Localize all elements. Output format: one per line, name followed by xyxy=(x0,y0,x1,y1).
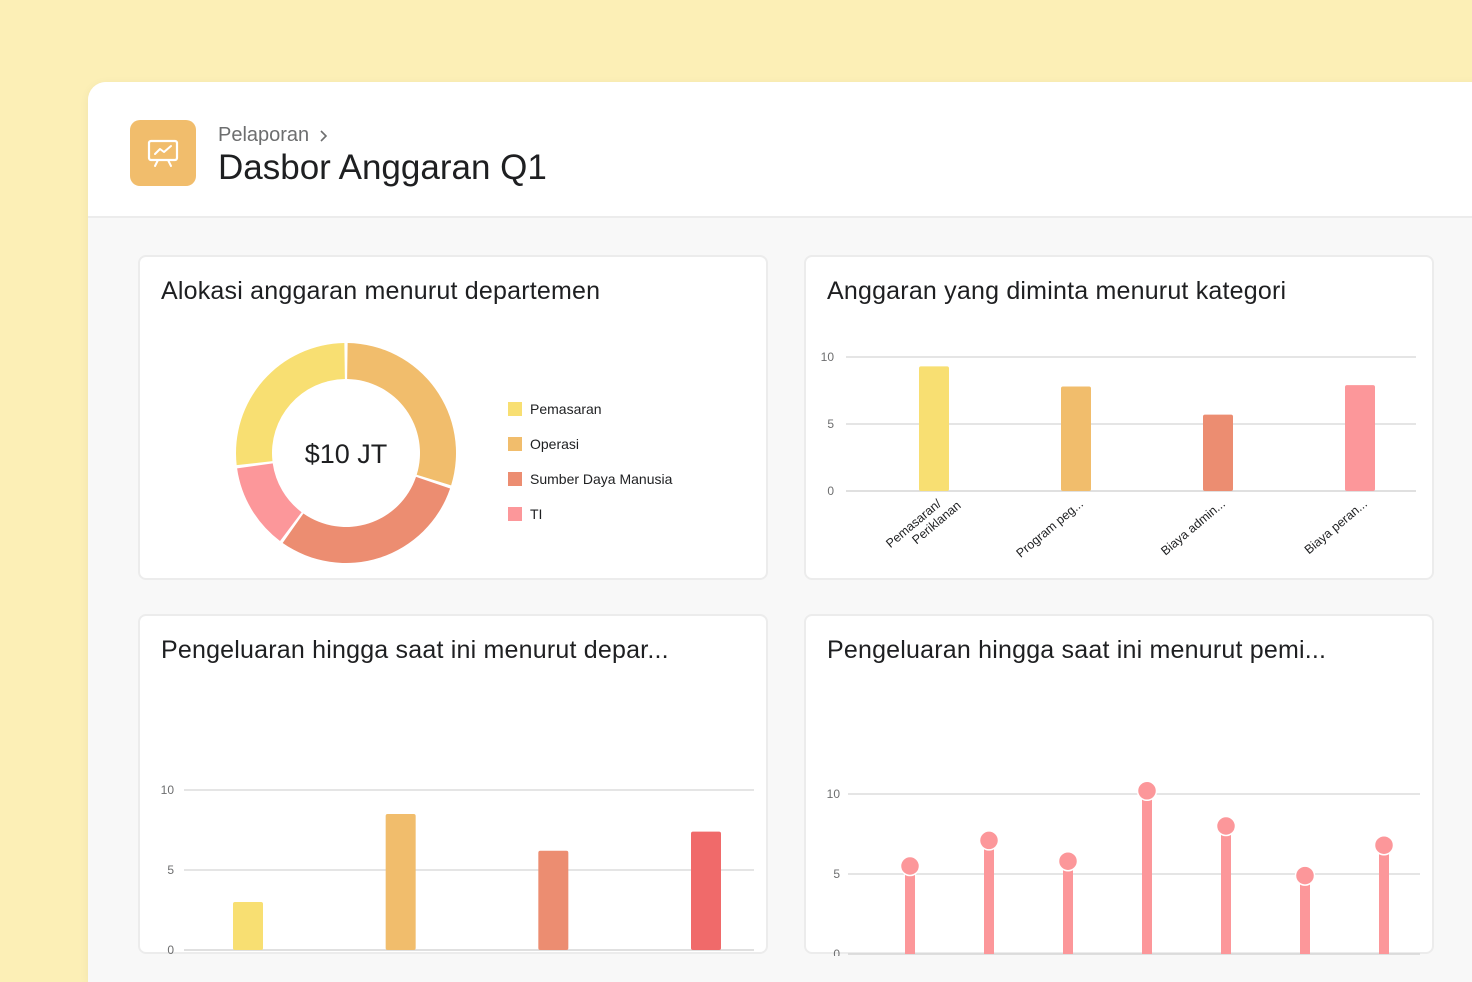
legend-swatch xyxy=(508,471,522,486)
legend-swatch xyxy=(508,506,522,521)
category-bar-chart: 0 5 10 Pemasaran/Periklanan Program peg... Bi… xyxy=(821,350,1416,562)
card-title: Pengeluaran hingga saat ini menurut depa… xyxy=(161,636,669,664)
legend-label: Operasi xyxy=(530,435,580,452)
bar-2[interactable] xyxy=(385,814,416,950)
bar-2[interactable] xyxy=(1061,386,1091,491)
y-tick-label: 5 xyxy=(827,417,834,431)
y-tick-label: 5 xyxy=(167,863,174,877)
lollipop-stem-5[interactable] xyxy=(1221,826,1231,954)
requested-budget-card[interactable]: Anggaran yang diminta menurut kategori 0… xyxy=(804,255,1434,580)
bar-3[interactable] xyxy=(1203,414,1233,491)
y-tick-label: 0 xyxy=(833,947,840,956)
donut-slice-sumber-daya-manusia[interactable] xyxy=(282,476,451,563)
x-tick-label: Pemasaran/Periklanan xyxy=(883,488,963,562)
donut-legend: Pemasaran Operasi Sumber Daya Manusia TI xyxy=(508,391,672,531)
bar-4[interactable] xyxy=(691,831,721,950)
y-tick-label: 5 xyxy=(833,867,840,881)
breadcrumb[interactable]: Pelaporan xyxy=(218,124,329,147)
donut-center-label: $10 JT xyxy=(305,439,388,469)
legend-item-operasi[interactable]: Operasi xyxy=(508,426,672,461)
lollipop-dot-2[interactable] xyxy=(978,830,1000,851)
card-title: Anggaran yang diminta menurut kategori xyxy=(827,277,1287,305)
legend-label: Sumber Daya Manusia xyxy=(530,470,673,487)
dept-spend-card[interactable]: Pengeluaran hingga saat ini menurut depa… xyxy=(138,614,768,956)
dept-bar-chart: 0510PemasaranOperasiSumber Day...TI xyxy=(161,783,754,956)
presentation-chart-icon[interactable] xyxy=(130,120,196,186)
legend-item-pemasaran[interactable]: Pemasaran xyxy=(508,391,672,426)
lollipop-stem-4[interactable] xyxy=(1142,790,1152,954)
donut-slice-ti[interactable] xyxy=(237,463,302,542)
donut-slice-operasi[interactable] xyxy=(347,343,457,486)
legend-item-sdm[interactable]: Sumber Daya Manusia xyxy=(508,461,672,496)
budget-allocation-card[interactable]: Alokasi anggaran menurut departemen $10 … xyxy=(138,255,768,580)
lollipop-stem-1[interactable] xyxy=(905,866,915,954)
card-title: Pengeluaran hingga saat ini menurut pemi… xyxy=(827,636,1327,664)
legend-swatch xyxy=(508,436,522,451)
bar-3[interactable] xyxy=(538,850,569,950)
page-title: Dasbor Anggaran Q1 xyxy=(218,148,547,187)
chevron-right-icon xyxy=(320,129,328,142)
report-window: Pelaporan Dasbor Anggaran Q1 Alokasi ang… xyxy=(88,82,1472,982)
x-tick-label: Biaya admin... xyxy=(1158,497,1228,559)
lollipop-stem-2[interactable] xyxy=(984,840,994,954)
y-tick-label: 10 xyxy=(821,350,835,364)
lollipop-dot-6[interactable] xyxy=(1294,865,1316,886)
x-tick-label: Program peg... xyxy=(1014,497,1086,561)
lollipop-dot-4[interactable] xyxy=(1136,780,1158,802)
lollipop-dot-1[interactable] xyxy=(899,855,921,877)
legend-label: TI xyxy=(530,505,543,522)
bar-1[interactable] xyxy=(233,902,263,950)
bar-4[interactable] xyxy=(1345,385,1375,491)
lollipop-stem-6[interactable] xyxy=(1300,875,1310,954)
legend-item-ti[interactable]: TI xyxy=(508,496,672,531)
lollipop-dot-3[interactable] xyxy=(1057,850,1079,872)
legend-swatch xyxy=(508,401,522,416)
legend-label: Pemasaran xyxy=(530,400,602,417)
breadcrumb-link[interactable]: Pelaporan xyxy=(218,124,310,146)
lollipop-stem-7[interactable] xyxy=(1379,845,1389,954)
card-title: Alokasi anggaran menurut departemen xyxy=(161,277,601,305)
lollipop-stem-3[interactable] xyxy=(1063,861,1073,954)
donut-slice-pemasaran[interactable] xyxy=(236,343,345,466)
page-header: Pelaporan Dasbor Anggaran Q1 xyxy=(88,82,1472,218)
y-tick-label: 10 xyxy=(161,783,175,797)
owner-spend-card[interactable]: Pengeluaran hingga saat ini menurut pemi… xyxy=(804,614,1434,956)
owner-lollipop-chart: 0 5 10 xyxy=(827,780,1420,956)
donut-chart: $10 JT xyxy=(236,343,457,563)
bar-1[interactable] xyxy=(919,366,949,491)
lollipop-dot-5[interactable] xyxy=(1215,815,1237,837)
x-tick-label: Biaya peran... xyxy=(1302,497,1370,557)
y-tick-label: 0 xyxy=(167,943,174,956)
y-tick-label: 10 xyxy=(827,787,841,801)
y-tick-label: 0 xyxy=(827,484,834,498)
lollipop-dot-7[interactable] xyxy=(1373,834,1395,856)
